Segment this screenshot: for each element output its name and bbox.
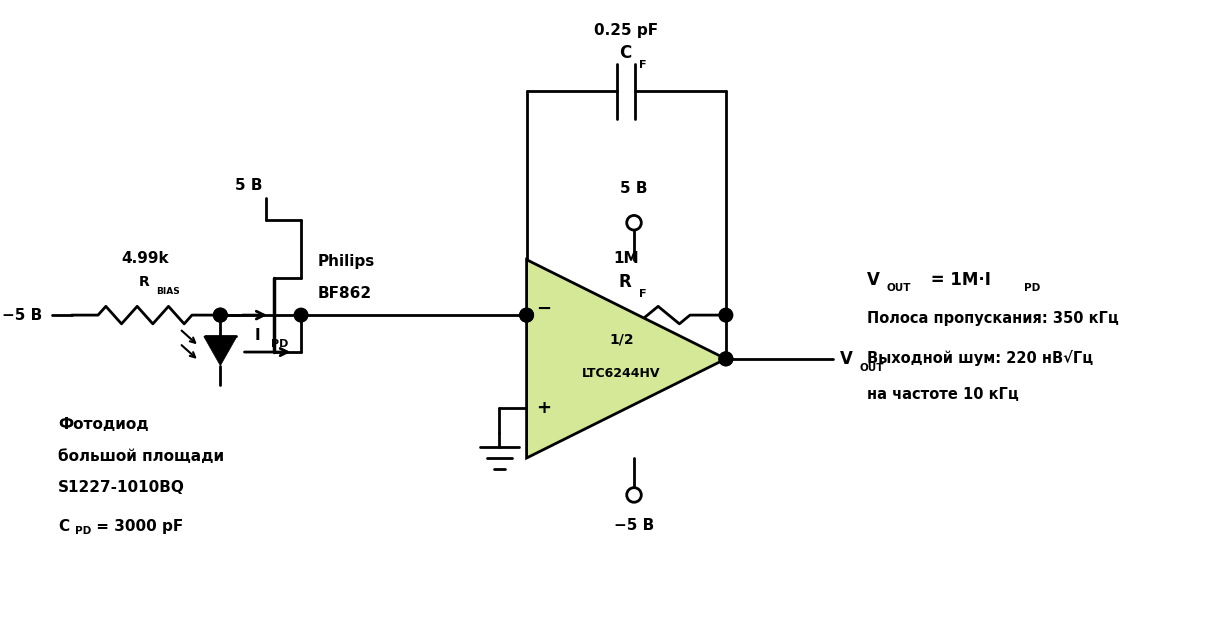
Text: C: C [619, 45, 632, 62]
Text: +: + [537, 399, 551, 417]
Text: −: − [537, 300, 551, 318]
Text: = 1М·I: = 1М·I [925, 271, 991, 289]
Text: S1227-1010BQ: S1227-1010BQ [58, 480, 185, 496]
Polygon shape [204, 336, 236, 366]
Circle shape [213, 308, 227, 322]
Circle shape [294, 308, 308, 322]
Text: V: V [839, 350, 853, 368]
Text: −5 В: −5 В [614, 519, 654, 533]
Text: PD: PD [76, 526, 92, 536]
Circle shape [719, 352, 733, 366]
Circle shape [719, 352, 733, 366]
Text: V: V [867, 271, 879, 289]
Text: OUT: OUT [859, 362, 884, 373]
Circle shape [520, 308, 533, 322]
Text: R: R [619, 273, 632, 291]
Circle shape [627, 488, 642, 502]
Text: = 3000 pF: = 3000 pF [90, 519, 183, 534]
Text: BF862: BF862 [317, 286, 371, 301]
Text: −5 В: −5 В [2, 308, 42, 322]
Circle shape [719, 308, 733, 322]
Text: 4.99k: 4.99k [121, 252, 169, 266]
Text: R: R [139, 275, 150, 289]
Text: Philips: Philips [317, 254, 375, 269]
Text: Фотодиод: Фотодиод [58, 417, 148, 432]
Text: на частоте 10 кГц: на частоте 10 кГц [867, 387, 1019, 403]
Circle shape [520, 308, 533, 322]
Text: LTC6244HV: LTC6244HV [582, 367, 661, 380]
Text: PD: PD [1024, 283, 1041, 293]
Polygon shape [527, 260, 726, 458]
Circle shape [213, 308, 227, 322]
Text: C: C [58, 519, 69, 534]
Text: 1/2: 1/2 [609, 333, 633, 347]
Text: 1M: 1M [614, 252, 639, 266]
Circle shape [627, 215, 642, 230]
Text: Полоса пропускания: 350 кГц: Полоса пропускания: 350 кГц [867, 311, 1119, 327]
Text: 5 В: 5 В [620, 182, 648, 196]
Text: Выходной шум: 220 нВ√Гц: Выходной шум: 220 нВ√Гц [867, 350, 1093, 366]
Text: большой площади: большой площади [58, 449, 224, 464]
Text: BIAS: BIAS [156, 287, 180, 296]
Text: PD: PD [271, 339, 288, 349]
Text: F: F [639, 289, 646, 299]
Text: 0.25 pF: 0.25 pF [595, 23, 658, 38]
Text: F: F [639, 60, 646, 70]
Text: OUT: OUT [886, 283, 911, 293]
Text: 5 В: 5 В [235, 178, 262, 192]
Text: I: I [254, 328, 260, 343]
